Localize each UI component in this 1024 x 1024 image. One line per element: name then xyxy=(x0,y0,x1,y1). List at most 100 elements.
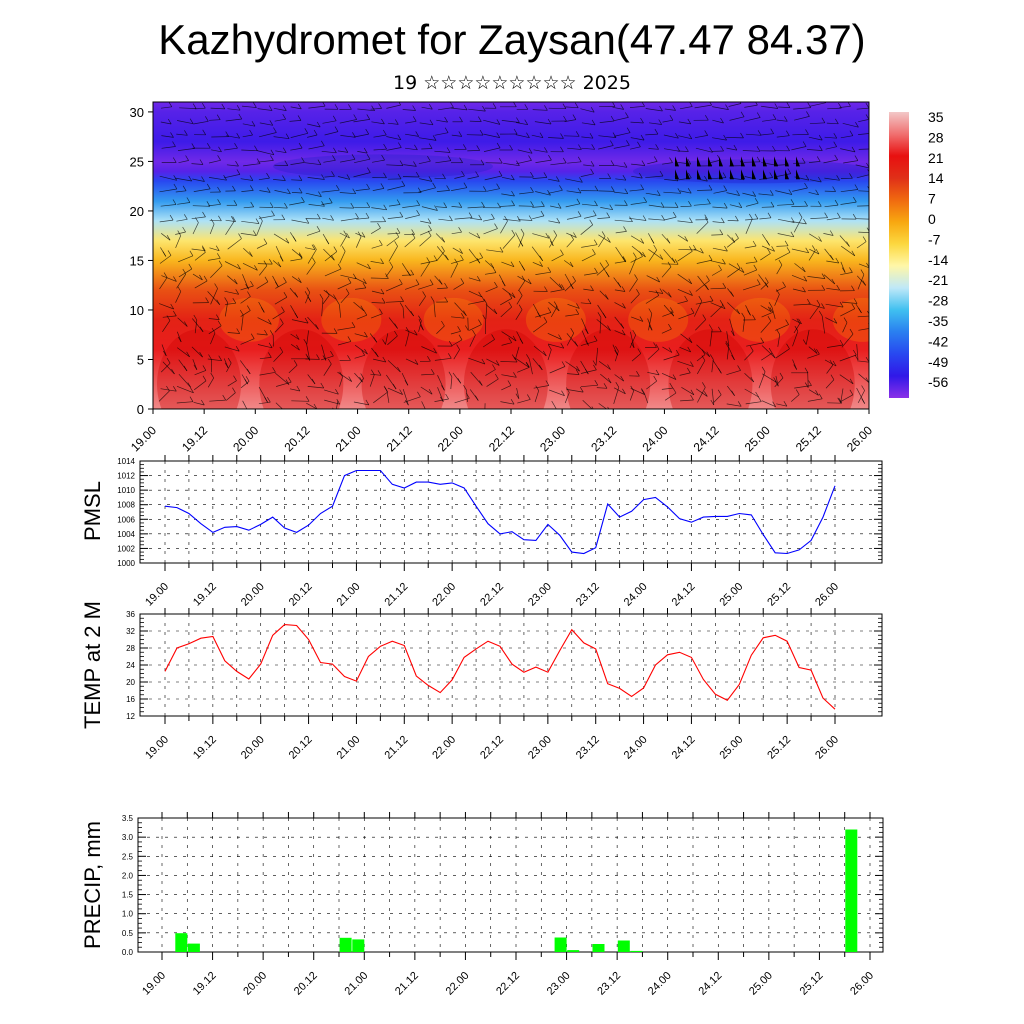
wind-barb-feather xyxy=(478,319,482,325)
wind-barb-feather xyxy=(232,387,236,393)
wind-barb xyxy=(760,320,772,333)
time-tick-label: 22.12 xyxy=(486,423,517,454)
wind-barb-feather xyxy=(399,211,404,218)
wind-barb-feather xyxy=(400,296,404,302)
wind-barb xyxy=(176,385,194,394)
wind-barb xyxy=(403,164,417,167)
wind-barb-feather xyxy=(333,147,337,153)
wind-barb xyxy=(680,333,693,343)
wind-barb-feather xyxy=(561,284,565,290)
wind-barb-feather xyxy=(264,397,268,403)
wind-barb-feather xyxy=(601,231,606,237)
wind-barb-feather xyxy=(420,325,424,331)
wind-barb xyxy=(227,108,241,111)
wind-barb-feather xyxy=(416,200,421,206)
wind-barb-feather xyxy=(360,305,365,311)
wind-barb xyxy=(323,389,339,395)
wind-barb xyxy=(529,359,533,375)
wind-barb xyxy=(256,281,269,289)
wind-pennant xyxy=(686,156,690,167)
wind-barb-feather xyxy=(526,362,530,368)
wind-barb xyxy=(450,107,468,111)
wind-barb xyxy=(161,135,174,138)
wind-barb-feather xyxy=(255,218,260,224)
time-tick-label: 19.12 xyxy=(191,970,219,998)
wind-barb xyxy=(402,274,414,276)
y-tick-label: 32 xyxy=(126,627,135,636)
wind-barb-feather xyxy=(659,170,664,177)
wind-barb xyxy=(227,332,240,334)
wind-barb xyxy=(485,369,496,376)
wind-barb-feather xyxy=(590,161,595,167)
wind-barb-feather xyxy=(481,295,485,302)
wind-barb xyxy=(581,244,598,248)
wind-barb-feather xyxy=(459,248,463,254)
wind-barb-feather xyxy=(279,318,284,324)
wind-barb xyxy=(405,133,419,137)
height-tick-label: 15 xyxy=(130,253,144,268)
wind-barb xyxy=(825,146,837,150)
wind-barb-feather xyxy=(669,157,673,163)
wind-barb-feather xyxy=(217,186,221,193)
wind-barb xyxy=(614,302,626,309)
wind-barb-feather xyxy=(263,260,268,266)
wind-barb-feather xyxy=(215,314,220,320)
wind-barb-feather xyxy=(366,183,370,190)
wind-barb-feather xyxy=(195,217,199,223)
wind-barb xyxy=(176,401,194,404)
wind-barb-feather xyxy=(377,370,382,376)
wind-barb-feather xyxy=(843,317,848,323)
wind-barb-feather xyxy=(397,142,402,148)
wind-barb xyxy=(386,164,404,166)
wind-barb-feather xyxy=(605,259,610,266)
wind-pennant xyxy=(774,169,778,180)
wind-barb-feather xyxy=(592,249,596,255)
wind-barb-feather xyxy=(254,145,258,151)
wind-barb-feather xyxy=(479,252,484,258)
wind-barb xyxy=(629,257,637,275)
wind-barb-feather xyxy=(849,328,854,335)
wind-barb xyxy=(290,258,303,262)
wind-barb-feather xyxy=(624,188,629,194)
wind-barb-feather xyxy=(849,130,854,136)
wind-barb xyxy=(386,104,401,109)
wind-barb xyxy=(726,403,742,407)
wind-barb xyxy=(243,206,254,209)
wind-barb-feather xyxy=(672,387,677,394)
wind-barb-feather xyxy=(530,187,534,193)
wind-barb xyxy=(274,323,284,333)
wind-barb-feather xyxy=(269,202,274,208)
wind-barb-feather xyxy=(790,199,795,205)
wind-barb xyxy=(257,108,273,111)
wind-barb-feather xyxy=(547,190,551,196)
wind-barb-feather xyxy=(267,352,272,358)
wind-barb-feather xyxy=(311,378,316,385)
wind-barb-feather xyxy=(461,170,465,177)
wind-barb-feather xyxy=(607,173,612,179)
wind-barb xyxy=(664,179,679,182)
wind-barb-feather xyxy=(458,227,462,233)
wind-barb xyxy=(241,190,254,192)
wind-barb-feather xyxy=(802,339,807,345)
wind-barb-feather xyxy=(570,328,575,334)
wind-barb-feather xyxy=(321,201,325,207)
wind-barb-feather xyxy=(654,128,659,135)
wind-barb xyxy=(323,248,335,261)
time-tick-label: 19.00 xyxy=(128,423,159,454)
wind-barb xyxy=(468,290,482,298)
wind-pennant xyxy=(796,156,800,167)
wind-barb-feather xyxy=(528,148,533,154)
wind-barb xyxy=(583,164,595,167)
wind-barb xyxy=(791,146,807,151)
wind-barb xyxy=(273,233,290,244)
time-tick-label: 19.00 xyxy=(143,581,171,609)
wind-barb xyxy=(339,251,346,264)
wind-barb-feather xyxy=(236,169,241,175)
wind-barb-feather xyxy=(167,250,172,256)
wind-barb-feather xyxy=(594,185,599,191)
wind-barb xyxy=(273,136,290,140)
wind-barb-feather xyxy=(560,133,564,139)
wind-barb-feather xyxy=(184,130,188,136)
wind-barb xyxy=(535,159,552,163)
